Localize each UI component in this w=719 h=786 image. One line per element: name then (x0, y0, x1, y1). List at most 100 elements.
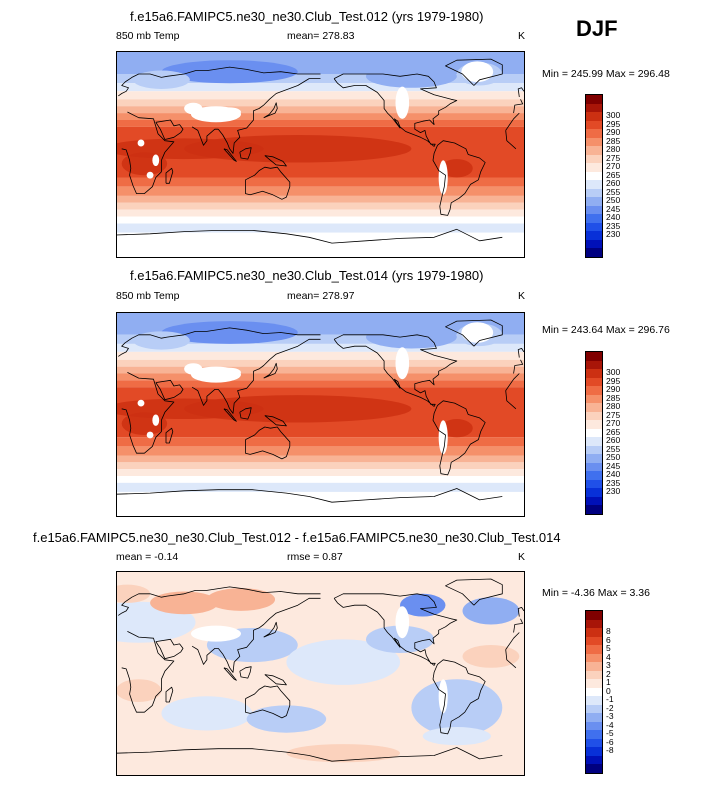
panel-3-units-label: K (518, 551, 526, 563)
colorbar-tick-label: 2 (606, 668, 611, 679)
coastline-path (445, 319, 503, 347)
panel-3-mean-label: mean = -0.14 (116, 551, 179, 563)
colorbar-cell (586, 445, 602, 454)
coastline-path (223, 667, 237, 681)
cold-region (365, 64, 457, 88)
cold-region (133, 70, 190, 89)
colorbar-cell (586, 95, 602, 104)
coastline-path (223, 408, 237, 422)
colorbar-tick-label: 300 (606, 367, 621, 377)
colorbar-tick-label: 300 (606, 110, 621, 120)
masked-terrain (438, 420, 448, 455)
cold-region (161, 60, 298, 84)
colorbar-tick-label: 230 (606, 229, 621, 239)
colorbar-cell (586, 120, 602, 129)
diff-anomaly (422, 727, 491, 746)
colorbar-tick-label: -5 (606, 728, 614, 738)
temperature-band (116, 491, 525, 517)
colorbar-tick-label: 8 (606, 626, 611, 636)
coastline-path (118, 66, 524, 114)
panel-3-colorbar: 8 6 5 4 3 2 1 0 -1 -2 -3 -4 -5 -6 -8 (585, 610, 625, 774)
diff-anomaly (206, 588, 276, 611)
diff-anomaly (161, 696, 253, 731)
colorbar-cell (586, 394, 602, 403)
coastline-path (333, 334, 458, 407)
diff-anomaly (462, 597, 520, 625)
colorbar-cell (586, 205, 602, 214)
colorbar-tick-label: 280 (606, 144, 621, 154)
coastline-path (116, 488, 503, 503)
colorbar-tick-label: 235 (606, 477, 621, 488)
temperature-band (116, 177, 525, 187)
colorbar-cell (586, 239, 602, 248)
temperature-band (116, 469, 525, 476)
temperature-band (116, 83, 525, 92)
temperature-band (116, 437, 525, 447)
colorbar-cell (586, 721, 602, 730)
coastline-path (333, 593, 458, 666)
colorbar-boxes (585, 351, 603, 515)
colorbar-tick-label: 260 (606, 178, 621, 188)
temperature-band (116, 216, 525, 224)
colorbar-cell (586, 636, 602, 645)
coastline-path (432, 400, 486, 476)
diff-anomaly (286, 639, 401, 685)
coastline-path (118, 327, 524, 374)
coastline-path (116, 228, 503, 244)
diff-anomaly (246, 705, 327, 733)
temperature-band (116, 373, 525, 381)
colorbar-cell (586, 231, 602, 240)
colorbar-tick-label: 255 (606, 186, 621, 197)
colorbar-cell (586, 129, 602, 138)
colorbar-cell (586, 360, 602, 369)
colorbar-cell (586, 403, 602, 412)
warm-core (184, 134, 412, 163)
panel-2-units-label: K (518, 290, 526, 302)
diff-anomaly (462, 645, 520, 668)
panel-2-variable-label: 850 mb Temp (116, 290, 180, 302)
panel-1-mean-label: mean= 278.83 (287, 30, 355, 42)
colorbar-cell (586, 687, 602, 696)
coastlines (116, 58, 525, 244)
colorbar-tick-label: 290 (606, 127, 621, 137)
masked-terrain (438, 160, 448, 195)
colorbar-cell (586, 437, 602, 446)
coastline-path (239, 147, 252, 160)
colorbar-cell (586, 696, 602, 705)
warm-core (440, 419, 473, 438)
coastline-path (165, 686, 174, 703)
coastline-path (432, 659, 486, 735)
temperature-band (116, 455, 525, 463)
coastline-path (217, 338, 321, 414)
diff-anomaly (400, 593, 446, 617)
masked-terrain (395, 347, 410, 380)
coastline-path (517, 607, 525, 617)
masked-terrain (218, 107, 241, 117)
map-frame (116, 312, 525, 517)
coastline-path (116, 747, 503, 762)
panel-2-colorbar: 300 295 290 285 280 275 270 265 260 255 250 245 240 2… (585, 351, 625, 515)
colorbar-boxes (585, 610, 603, 774)
colorbar-cell (586, 471, 602, 480)
cold-region (161, 321, 298, 344)
colorbar-cell (586, 197, 602, 206)
colorbar-tick-label: 275 (606, 409, 621, 420)
coastline-path (264, 415, 287, 427)
temperature-band (116, 99, 525, 107)
panel-2-title: f.e15a6.FAMIPC5.ne30_ne30.Club_Test.014 … (130, 268, 484, 283)
colorbar-boxes (585, 94, 603, 258)
coastline-path (191, 126, 219, 146)
panel-1-variable-label: 850 mb Temp (116, 30, 180, 42)
temperature-band (116, 366, 525, 374)
masked-terrain (438, 679, 448, 714)
coastline-path (217, 597, 321, 673)
masked-terrain (137, 139, 145, 147)
coastline-path (121, 631, 520, 713)
colorbar-cell (586, 662, 602, 671)
coastline-path (245, 426, 291, 460)
colorbar-tick-label: 4 (606, 651, 611, 662)
panel-1-minmax-label: Min = 245.99 Max = 296.48 (542, 68, 670, 80)
temperature-band (116, 446, 525, 456)
colorbar-cell (586, 377, 602, 386)
colorbar-tick-label: 270 (606, 161, 621, 171)
